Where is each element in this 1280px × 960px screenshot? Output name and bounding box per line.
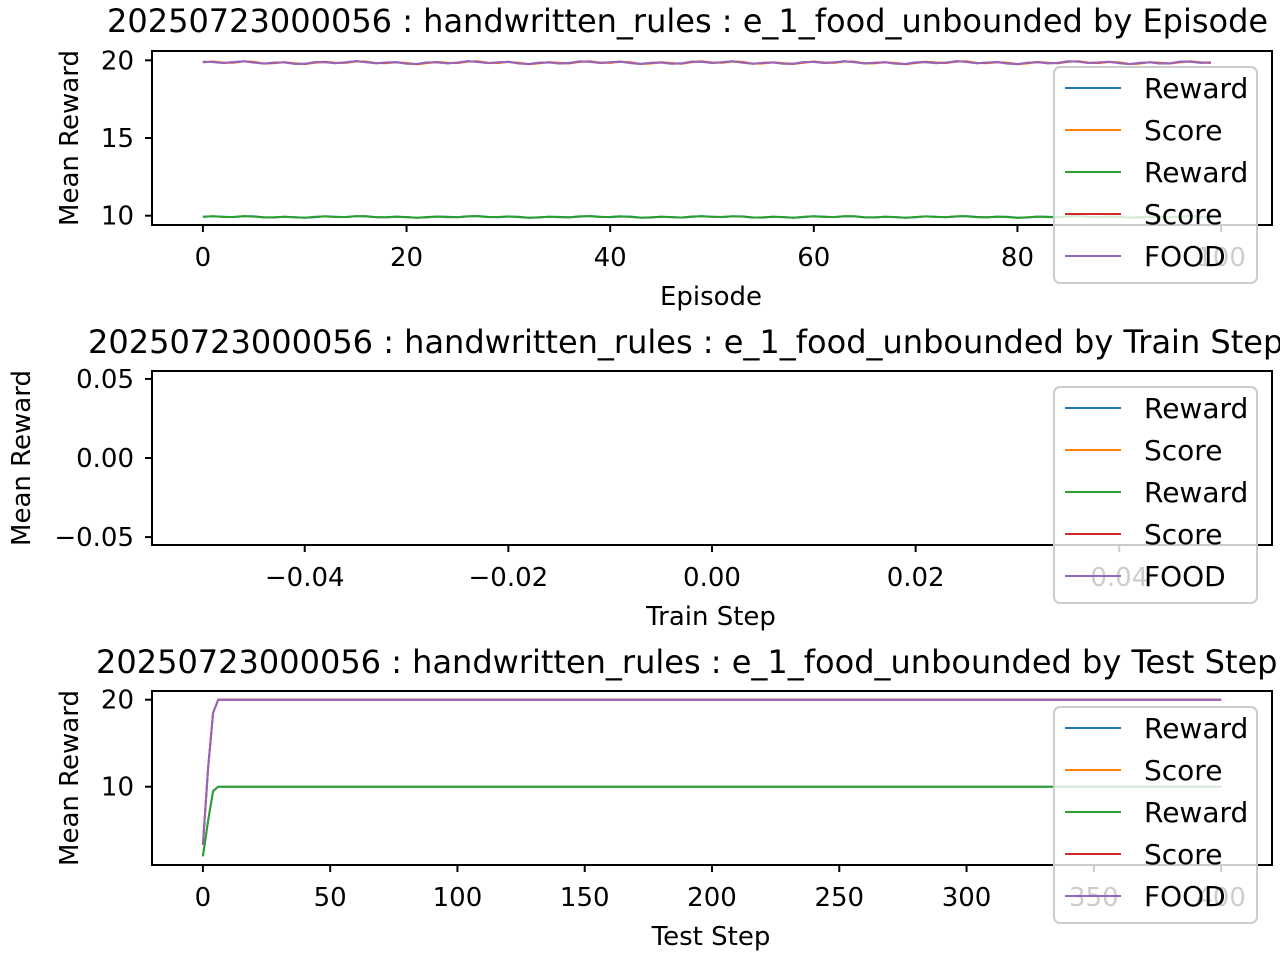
series-line-reward-3 (201, 785, 1222, 857)
x-tick-label: 0.02 (887, 563, 945, 593)
y-axis-label: Mean Reward (7, 370, 37, 546)
legend-entry: Reward (1144, 712, 1248, 745)
legend-entry: Score (1144, 114, 1222, 147)
x-axis-label: Episode (660, 282, 762, 312)
x-tick-label: 200 (687, 883, 737, 913)
legend-entry: FOOD (1144, 240, 1226, 273)
legend: Reward Score Reward Score FOOD (1053, 706, 1258, 924)
legend: Reward Score Reward Score FOOD (1053, 386, 1258, 604)
x-axis-label: Train Step (645, 602, 776, 632)
y-tick-label: 15 (101, 124, 134, 154)
series-group (202, 60, 1211, 219)
x-tick-label: 80 (1001, 243, 1034, 273)
subplot-1: 20250723000056 : handwritten_rules : e_1… (55, 2, 1273, 312)
series-line-food-5 (202, 60, 1211, 66)
legend-entry: Score (1144, 198, 1222, 231)
legend-entry: Score (1144, 754, 1222, 787)
legend-entry: Score (1144, 434, 1222, 467)
legend-entry: Reward (1144, 796, 1248, 829)
x-tick-label: 300 (942, 883, 992, 913)
y-tick-label: 10 (101, 202, 134, 232)
legend-entry: FOOD (1144, 880, 1226, 913)
subplot-3: 20250723000056 : handwritten_rules : e_1… (55, 643, 1277, 952)
legend-entry: Reward (1144, 392, 1248, 425)
x-tick-label: 0.00 (683, 563, 741, 593)
legend-entry: Reward (1144, 156, 1248, 189)
legend-entry: Score (1144, 518, 1222, 551)
legend-box (1053, 66, 1258, 284)
legend-entry: Reward (1144, 476, 1248, 509)
legend-entry: Score (1144, 838, 1222, 871)
x-tick-label: 50 (314, 883, 347, 913)
y-axis-label: Mean Reward (55, 50, 85, 226)
y-tick-label: 20 (101, 46, 134, 76)
x-tick-label: −0.04 (265, 563, 345, 593)
y-tick-label: −0.05 (54, 523, 134, 553)
y-tick-label: 20 (101, 686, 134, 716)
series-line-food-5 (201, 698, 1222, 846)
legend-box (1053, 386, 1258, 604)
legend-entry: FOOD (1144, 560, 1226, 593)
x-tick-label: 150 (560, 883, 610, 913)
x-tick-label: −0.02 (469, 563, 549, 593)
x-tick-label: 0 (195, 883, 212, 913)
chart-title: 20250723000056 : handwritten_rules : e_1… (88, 323, 1280, 361)
legend-box (1053, 706, 1258, 924)
x-tick-label: 40 (594, 243, 627, 273)
x-tick-label: 250 (814, 883, 864, 913)
subplot-2: 20250723000056 : handwritten_rules : e_1… (7, 323, 1280, 632)
legend-entry: Reward (1144, 72, 1248, 105)
series-group (201, 698, 1222, 857)
y-axis-label: Mean Reward (55, 690, 85, 866)
legend: Reward Score Reward Score FOOD (1053, 66, 1258, 284)
x-tick-label: 20 (390, 243, 423, 273)
x-tick-label: 60 (797, 243, 830, 273)
y-tick-label: 0.05 (76, 365, 134, 395)
x-tick-label: 0 (195, 243, 212, 273)
y-tick-label: 0.00 (76, 444, 134, 474)
x-axis-label: Test Step (651, 922, 771, 952)
series-line-reward-3 (202, 215, 1211, 219)
y-tick-label: 10 (101, 773, 134, 803)
chart-title: 20250723000056 : handwritten_rules : e_1… (107, 2, 1268, 40)
x-tick-label: 100 (433, 883, 483, 913)
chart-title: 20250723000056 : handwritten_rules : e_1… (96, 643, 1277, 681)
